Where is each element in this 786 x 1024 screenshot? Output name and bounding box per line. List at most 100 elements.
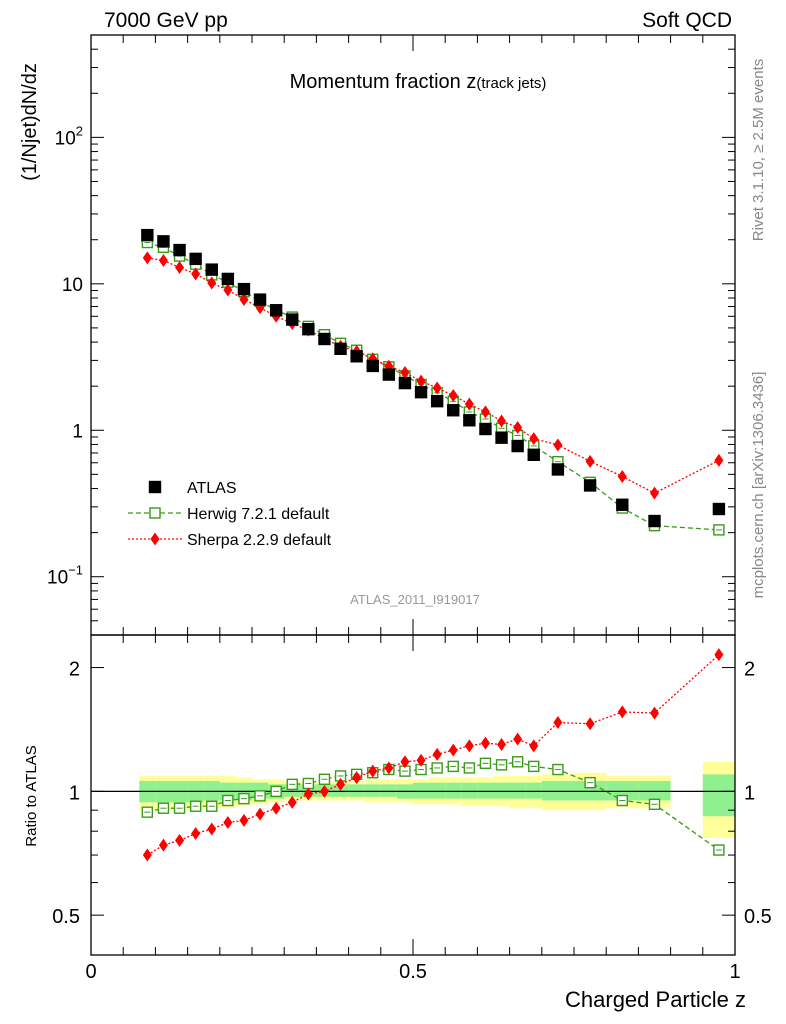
sherpa-ratio-point-11 — [319, 784, 329, 798]
atlas-point-10 — [302, 322, 315, 336]
atlas-point-23 — [511, 439, 524, 453]
sherpa-point-22 — [497, 414, 507, 428]
ratio-y-tick-label-right: 0.5 — [744, 906, 772, 928]
sherpa-ratio-point-21 — [480, 736, 490, 750]
ratio-y-tick-label-left: 2 — [69, 659, 80, 681]
sherpa-ratio-point-2 — [175, 833, 185, 847]
sherpa-ratio-point-23 — [513, 732, 523, 746]
chart-title-sub: (track jets) — [476, 75, 546, 92]
main-y-tick-label: 102 — [55, 123, 83, 149]
atlas-point-8 — [269, 304, 283, 317]
sherpa-line — [147, 257, 720, 494]
sherpa-point-0 — [142, 251, 152, 265]
atlas-point-4 — [205, 263, 218, 276]
sherpa-ratio-point-16 — [400, 755, 410, 769]
atlas-point-19 — [447, 404, 460, 417]
sherpa-ratio-point-28 — [650, 706, 659, 720]
main-y-tick-label: 10 — [62, 275, 83, 296]
ratio-y-tick-label-left: 1 — [69, 782, 80, 804]
sherpa-point-18 — [432, 381, 442, 395]
ratio-y-tick-label-left: 0.5 — [52, 906, 80, 928]
sherpa-point-28 — [650, 486, 659, 500]
chart-title-main: Momentum fraction z — [290, 71, 477, 93]
ratio-y-tick-label-right: 1 — [744, 782, 755, 804]
atlas-point-3 — [189, 252, 202, 266]
sherpa-ratio-point-0 — [142, 848, 152, 862]
sherpa-point-29 — [714, 453, 724, 467]
header-right-label: Soft QCD — [642, 9, 732, 32]
atlas-point-29 — [712, 502, 726, 516]
atlas-point-1 — [157, 235, 170, 248]
atlas-point-27 — [616, 498, 629, 511]
atlas-point-22 — [495, 431, 508, 444]
sherpa-ratio-point-13 — [352, 771, 362, 785]
ratio-band-green-23 — [509, 782, 526, 799]
atlas-point-0 — [141, 228, 154, 242]
main-y-tick-exponent: −1 — [68, 563, 83, 578]
sherpa-point-6 — [239, 292, 249, 306]
sherpa-ratio-point-12 — [336, 777, 346, 791]
ratio-band-green-17 — [413, 782, 430, 799]
atlas-point-18 — [430, 394, 444, 408]
ratio-band-green-18 — [429, 782, 446, 799]
sherpa-point-4 — [207, 276, 217, 290]
legend-marker-atlas — [148, 480, 162, 494]
sherpa-ratio-point-27 — [617, 705, 627, 719]
sherpa-point-24 — [529, 432, 539, 446]
atlas-point-11 — [318, 332, 331, 346]
sherpa-ratio-point-9 — [287, 795, 297, 809]
sherpa-ratio-point-4 — [207, 822, 217, 836]
main-y-tick-exponent: 2 — [76, 123, 83, 138]
sherpa-ratio-point-19 — [448, 743, 458, 757]
sherpa-point-2 — [175, 261, 185, 275]
legend-label: ATLAS — [187, 480, 237, 497]
analysis-label: ATLAS_2011_I919017 — [350, 592, 480, 607]
ratio-series-sherpa — [142, 648, 724, 862]
x-ticks: 0 0.5 1 — [85, 35, 741, 983]
ratio-band-green-20 — [461, 782, 478, 799]
sherpa-point-21 — [480, 405, 490, 419]
ratio-panel: 0.5 0.51 12 20 0.5 1 — [52, 35, 772, 983]
x-axis-label: Charged Particle z — [565, 987, 746, 1012]
header-left-label: 7000 GeV pp — [104, 9, 228, 32]
sherpa-ratio-point-29 — [714, 648, 724, 662]
x-tick-label: 0.5 — [399, 961, 427, 983]
atlas-point-13 — [350, 350, 363, 363]
atlas-point-24 — [527, 448, 540, 461]
rivet-side-label: Rivet 3.1.10, ≥ 2.5M events — [750, 59, 767, 242]
sherpa-point-26 — [585, 454, 595, 468]
legend-label: Sherpa 2.2.9 default — [187, 532, 332, 549]
sherpa-ratio-point-22 — [497, 737, 507, 751]
sherpa-ratio-point-6 — [239, 813, 249, 827]
sherpa-point-27 — [617, 469, 627, 483]
sherpa-ratio-point-1 — [158, 838, 168, 852]
main-y-tick-mantissa: 10 — [47, 568, 68, 589]
atlas-point-25 — [551, 463, 565, 476]
atlas-point-12 — [334, 342, 347, 355]
atlas-point-28 — [648, 514, 661, 528]
atlas-point-14 — [366, 359, 379, 373]
ratio-band-green-21 — [477, 782, 494, 799]
ratio-band-green-15 — [380, 784, 397, 797]
x-tick-label: 0 — [85, 961, 96, 983]
ratio-band-green-19 — [445, 782, 462, 799]
sherpa-ratio-point-7 — [255, 807, 265, 821]
sherpa-ratio-point-17 — [416, 753, 426, 767]
sherpa-ratio-point-26 — [585, 717, 595, 731]
chart-title: Momentum fraction z(track jets) — [290, 71, 547, 93]
legend-marker-herwig — [149, 507, 161, 519]
series-atlas — [141, 228, 726, 528]
sherpa-point-20 — [464, 397, 474, 411]
atlas-point-2 — [173, 243, 186, 257]
y-axis-label-ratio: Ratio to ATLAS — [23, 745, 40, 846]
legend: ATLAS Herwig 7.2.1 default Sherpa 2.2.9 de… — [128, 480, 332, 549]
sherpa-point-19 — [448, 389, 458, 403]
sherpa-ratio-point-20 — [464, 739, 474, 753]
main-y-tick-label: 1 — [72, 421, 83, 442]
sherpa-ratio-point-18 — [432, 747, 442, 761]
ratio-band-green-29 — [702, 774, 735, 817]
y-axis-label-main: (1/Njet)dN/dz — [19, 63, 41, 181]
